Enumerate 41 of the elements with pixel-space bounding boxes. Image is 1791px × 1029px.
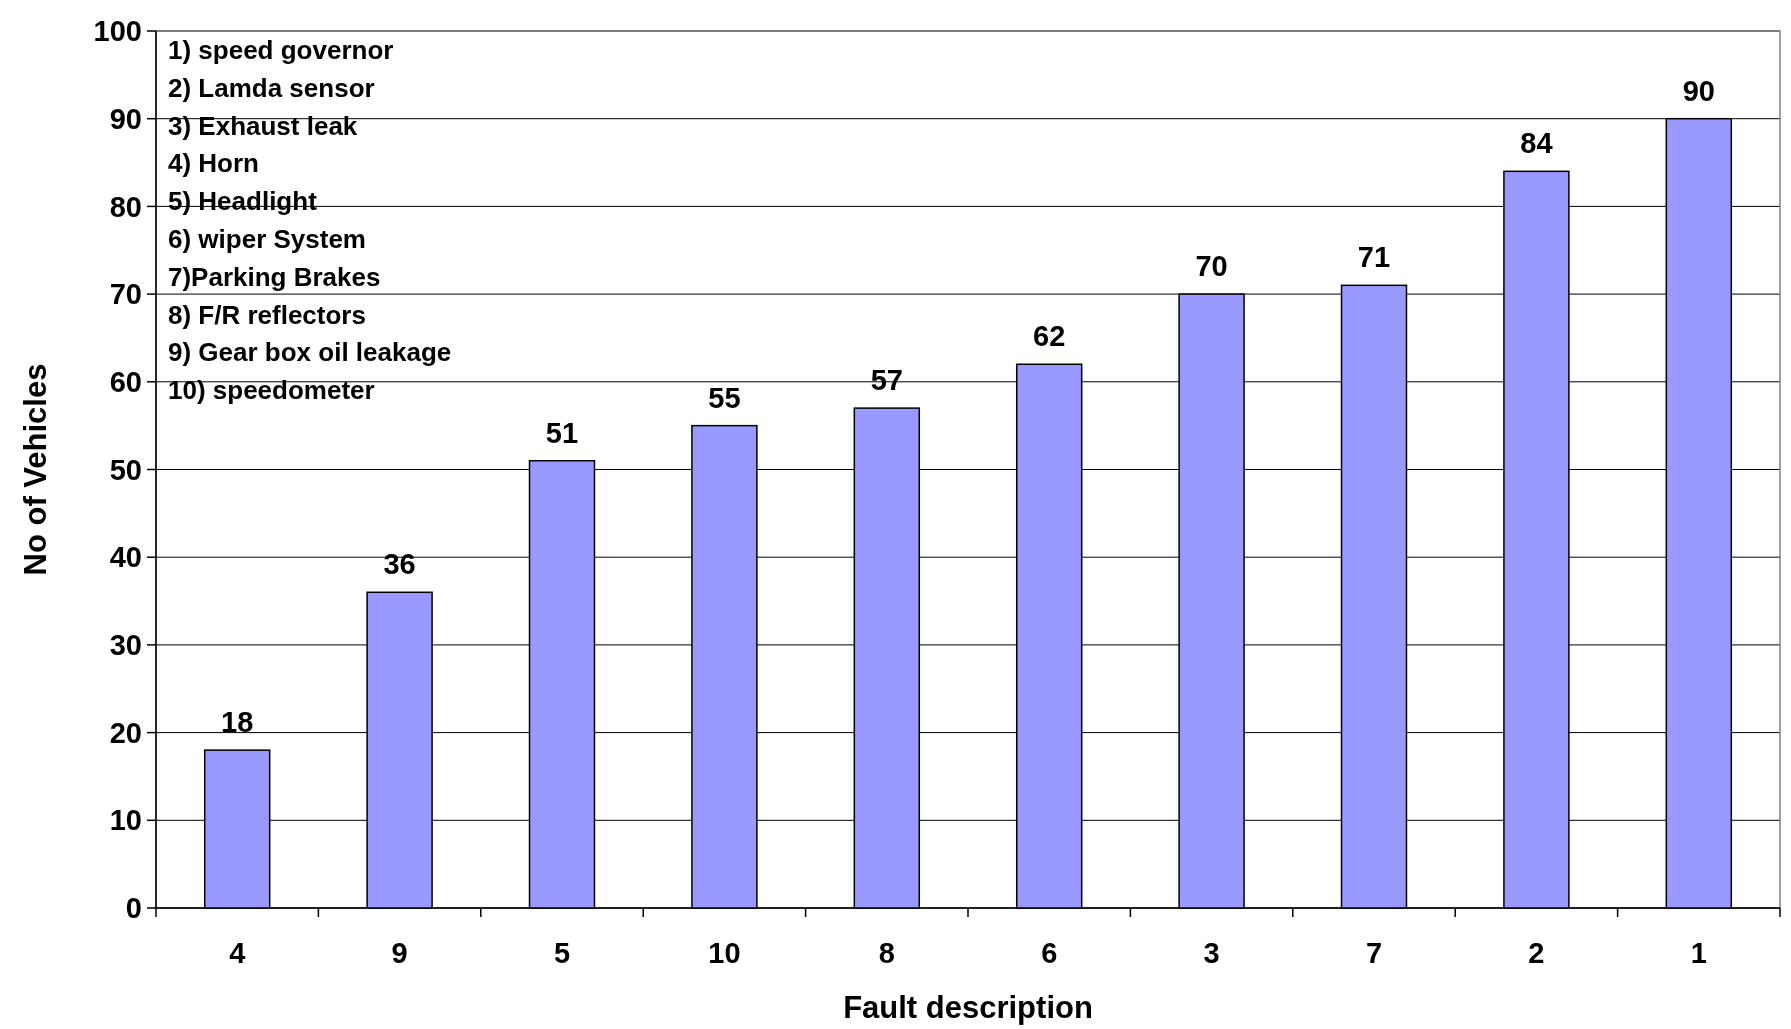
x-tick-label: 10 [708,937,741,969]
x-axis-title: Fault description [843,990,1093,1025]
x-tick-label: 8 [878,937,895,969]
data-label: 62 [1033,320,1066,353]
data-label: 55 [708,381,741,414]
annotation: 10) speedometer [168,375,375,406]
data-label: 84 [1520,127,1553,160]
x-tick-label: 9 [391,937,408,969]
annotation: 6) wiper System [168,224,366,254]
y-tick-label: 30 [109,629,142,662]
y-tick-label: 90 [109,102,142,135]
data-label: 90 [1682,74,1715,107]
data-label: 70 [1195,250,1228,283]
annotation: 4) Horn [168,148,259,179]
data-label: 18 [221,706,254,739]
x-tick-label: 1 [1690,937,1707,969]
data-label: 36 [383,548,416,581]
data-label: 71 [1357,241,1391,274]
x-tick-label: 5 [553,937,571,969]
annotation: 1) speed governor [168,35,394,65]
y-tick-label: 0 [125,892,142,925]
x-tick-label: 2 [1528,937,1545,969]
y-tick-label: 50 [109,453,142,486]
y-tick-label: 80 [109,190,142,223]
annotation: 7)Parking Brakes [168,261,381,292]
annotation: 8) F/R reflectors [168,299,366,330]
y-tick-label: 20 [109,716,142,749]
x-tick-label: 7 [1365,937,1383,969]
y-tick-label: 40 [109,541,142,574]
y-tick-label: 10 [109,804,142,837]
y-axis-title: No of Vehicles [18,363,53,576]
annotation: 2) Lamda sensor [168,72,375,103]
annotation: 3) Exhaust leak [168,110,358,141]
data-label: 51 [545,416,579,449]
y-tick-label: 70 [109,278,142,311]
x-tick-label: 3 [1203,937,1220,969]
y-tick-label: 60 [109,365,142,398]
x-tick-label: 6 [1041,937,1058,969]
annotation: 9) Gear box oil leakage [168,337,452,368]
y-tick-label: 100 [93,15,142,48]
x-tick-label: 4 [229,937,246,969]
